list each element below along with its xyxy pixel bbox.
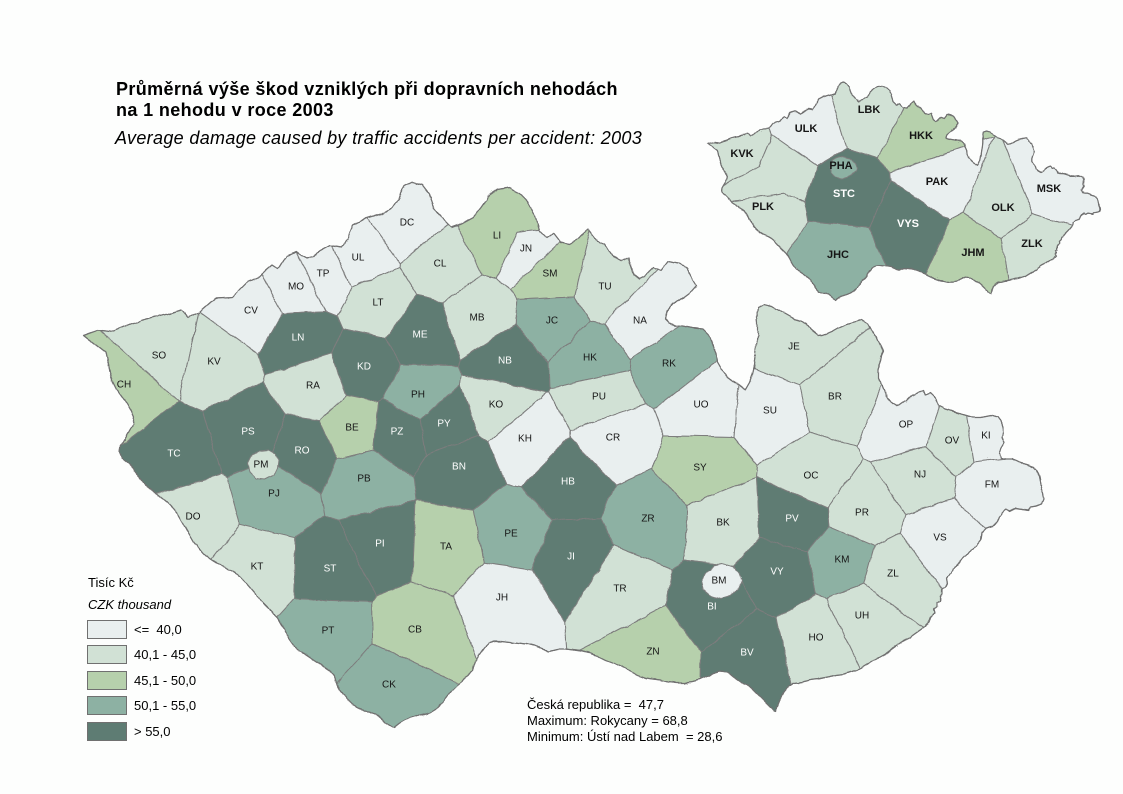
svg-text:JC: JC (546, 316, 558, 327)
svg-text:VS: VS (933, 533, 947, 544)
svg-text:KM: KM (835, 555, 850, 566)
svg-text:PT: PT (322, 626, 335, 637)
svg-text:NB: NB (498, 356, 512, 367)
svg-text:SY: SY (693, 463, 707, 474)
svg-text:LT: LT (373, 298, 384, 309)
svg-text:BI: BI (707, 602, 716, 613)
svg-text:TR: TR (613, 584, 626, 595)
svg-text:CK: CK (382, 680, 396, 691)
svg-text:OV: OV (945, 436, 960, 447)
svg-text:SU: SU (763, 406, 777, 417)
svg-text:ZN: ZN (646, 647, 659, 658)
svg-text:OC: OC (804, 471, 819, 482)
svg-text:JHM: JHM (961, 247, 984, 259)
svg-text:HKK: HKK (909, 130, 933, 142)
svg-text:RO: RO (295, 446, 310, 457)
svg-text:BE: BE (345, 423, 359, 434)
svg-text:JH: JH (496, 593, 508, 604)
svg-text:KVK: KVK (730, 148, 753, 160)
svg-text:FM: FM (985, 480, 999, 491)
svg-text:HK: HK (583, 353, 597, 364)
svg-text:KT: KT (251, 562, 264, 573)
svg-text:PB: PB (357, 474, 371, 485)
svg-text:JI: JI (567, 552, 575, 563)
svg-text:OP: OP (899, 420, 914, 431)
svg-text:PH: PH (411, 390, 425, 401)
svg-text:CL: CL (434, 259, 447, 270)
svg-text:PLK: PLK (752, 201, 774, 213)
svg-text:PE: PE (504, 529, 518, 540)
svg-text:UL: UL (352, 253, 365, 264)
svg-text:NA: NA (633, 316, 647, 327)
svg-text:UH: UH (855, 611, 869, 622)
svg-text:BM: BM (712, 576, 727, 587)
svg-text:ZR: ZR (641, 514, 654, 525)
svg-text:JE: JE (788, 342, 800, 353)
svg-text:OLK: OLK (991, 202, 1014, 214)
svg-text:UO: UO (694, 400, 709, 411)
svg-text:ZL: ZL (887, 569, 899, 580)
svg-text:KI: KI (981, 431, 990, 442)
svg-text:KD: KD (357, 362, 371, 373)
svg-text:TU: TU (598, 282, 611, 293)
svg-text:JN: JN (520, 244, 532, 255)
svg-text:MO: MO (288, 282, 304, 293)
svg-text:TC: TC (167, 449, 180, 460)
svg-text:CH: CH (117, 380, 131, 391)
svg-text:HB: HB (561, 477, 575, 488)
svg-text:KO: KO (489, 400, 504, 411)
svg-text:BK: BK (716, 518, 730, 529)
svg-text:STC: STC (833, 188, 855, 200)
svg-text:KV: KV (207, 357, 221, 368)
svg-text:CR: CR (606, 433, 620, 444)
svg-text:ME: ME (413, 330, 428, 341)
svg-text:LI: LI (493, 231, 501, 242)
svg-text:PR: PR (855, 508, 869, 519)
svg-text:ZLK: ZLK (1021, 238, 1042, 250)
svg-text:BV: BV (740, 648, 754, 659)
svg-text:MSK: MSK (1037, 183, 1062, 195)
svg-text:DC: DC (400, 218, 414, 229)
svg-text:PS: PS (241, 427, 255, 438)
svg-text:SO: SO (152, 351, 167, 362)
svg-text:MB: MB (470, 313, 485, 324)
svg-text:HO: HO (809, 633, 824, 644)
svg-text:PHA: PHA (829, 160, 852, 172)
svg-text:PM: PM (254, 460, 269, 471)
svg-text:RK: RK (662, 359, 676, 370)
svg-text:VY: VY (770, 567, 784, 578)
svg-text:TP: TP (317, 269, 330, 280)
svg-text:CB: CB (408, 625, 422, 636)
svg-text:BN: BN (452, 462, 466, 473)
svg-text:RA: RA (306, 381, 320, 392)
svg-text:JHC: JHC (827, 249, 849, 261)
svg-text:NJ: NJ (914, 470, 926, 481)
svg-text:LBK: LBK (858, 104, 881, 116)
svg-text:ULK: ULK (795, 123, 818, 135)
svg-text:PAK: PAK (926, 176, 948, 188)
svg-text:PU: PU (592, 392, 606, 403)
svg-text:DO: DO (186, 512, 201, 523)
svg-text:SM: SM (543, 269, 558, 280)
svg-text:PJ: PJ (268, 489, 280, 500)
svg-text:VYS: VYS (897, 218, 919, 230)
svg-text:CV: CV (244, 306, 258, 317)
svg-text:LN: LN (292, 333, 305, 344)
svg-text:PZ: PZ (391, 427, 404, 438)
svg-text:PY: PY (437, 419, 451, 430)
svg-text:PV: PV (785, 514, 799, 525)
svg-text:ST: ST (324, 564, 337, 575)
svg-text:KH: KH (518, 434, 532, 445)
svg-text:BR: BR (828, 392, 842, 403)
svg-text:TA: TA (440, 542, 452, 553)
svg-text:PI: PI (375, 539, 384, 550)
